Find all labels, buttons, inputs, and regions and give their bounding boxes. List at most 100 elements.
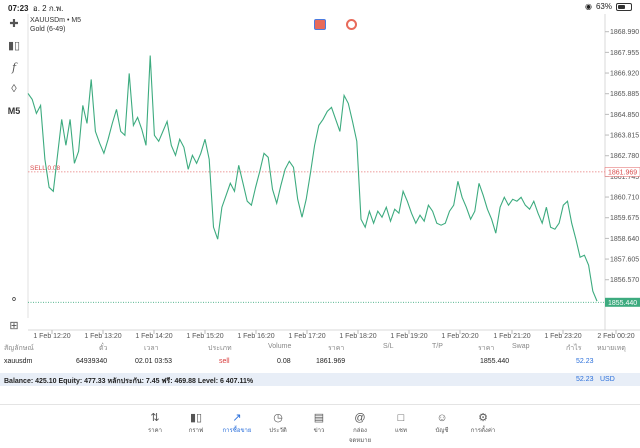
x-tick-label: 1 Feb 18:20 [339, 333, 376, 340]
row-profit: 52.23 [576, 358, 594, 365]
balance-bar: Balance: 425.10 Equity: 477.33 หลักประกั… [0, 373, 640, 386]
sell-price-label: 1861.969 [608, 169, 637, 176]
x-tick-label: 1 Feb 23:20 [544, 333, 581, 340]
col-sl: S/L [383, 343, 394, 350]
row-volume: 0.08 [277, 358, 291, 365]
row-open-price: 1861.969 [316, 358, 346, 365]
x-tick-label: 1 Feb 15:20 [186, 333, 223, 340]
balance-summary: Balance: 425.10 Equity: 477.33 หลักประกั… [4, 378, 254, 385]
symbol-title: XAUUSDm • M5 [30, 17, 82, 24]
settings-icon: ⚙ [478, 412, 488, 424]
x-tick-label: 2 Feb 00:20 [597, 333, 634, 340]
y-tick-label: 1859.675 [610, 215, 639, 222]
col-volume: Volume [268, 343, 292, 350]
price-line [27, 55, 598, 302]
y-tick-label: 1857.605 [610, 257, 639, 264]
bottom-nav: ⇅ ราคา ▮▯ กราฟ ↗ การซื้อขาย ◷ ประวัติ ▤ ข่าว … [0, 404, 640, 448]
y-tick-label: 1868.990 [610, 29, 639, 36]
y-tick-label: 1861.745 [610, 174, 639, 181]
battery-icon [616, 2, 632, 11]
account-icon: ☺ [436, 412, 448, 424]
battery-percent: 63% [595, 2, 612, 11]
sell-level-label: SELL 0.08 [30, 165, 61, 172]
x-tick-label: 1 Feb 12:20 [33, 333, 70, 340]
x-tick-label: 1 Feb 20:20 [441, 333, 478, 340]
col-price: ราคา [328, 345, 345, 352]
y-tick-label: 1866.920 [610, 71, 639, 78]
chat-icon: □ [397, 412, 405, 424]
candles-icon: ▮▯ [189, 412, 203, 424]
symbol-info: XAUUSDm • M5 Gold (6-49) [30, 16, 81, 34]
sell-price-tag [604, 167, 640, 177]
nav-history[interactable]: ◷ ประวัติ [263, 411, 293, 435]
row-ticket: 64939340 [76, 358, 108, 365]
bid-line: 1855.440 [28, 297, 640, 307]
col-profit: กำไร [566, 345, 582, 352]
x-tick-label: 1 Feb 16:20 [237, 333, 274, 340]
candles-icon[interactable]: ▮▯ [7, 39, 21, 52]
nav-mailbox[interactable]: @ กล่องจดหมาย [345, 411, 375, 445]
status-bar: 07:23 อ. 2 ก.พ. ◉ 63% [0, 0, 640, 14]
history-icon: ◷ [273, 412, 283, 424]
mailbox-icon: @ [354, 412, 366, 424]
positions-header: สัญลักษณ์ ตั๋ว เวลา ประเภท Volume ราคา S… [0, 343, 640, 355]
crosshair-icon[interactable]: ✚ [9, 17, 19, 30]
position-row[interactable]: xauusdm 64939340 02.01 03:53 sell 0.08 1… [0, 358, 640, 370]
col-current-price: ราคา [478, 345, 495, 352]
one-click-toggle-icon[interactable] [314, 19, 326, 30]
time-axis: 1 Feb 12:20 1 Feb 13:20 1 Feb 14:20 1 Feb 1… [33, 330, 635, 340]
y-tick-label: 1867.955 [610, 50, 639, 57]
nav-chat[interactable]: □ แชท [386, 411, 416, 435]
chart-toolbar: ✚ ▮▯ f ◊ M5 ⚬ ⊞ [0, 14, 28, 336]
symbol-subtitle: Gold (6-49) [30, 26, 66, 33]
price-axis: 1868.990 1867.955 1866.920 1865.885 1864.850… [605, 29, 639, 305]
col-ticket: ตั๋ว [99, 345, 108, 352]
col-comment: หมายเหตุ [597, 345, 626, 352]
news-icon: ▤ [313, 412, 325, 424]
nav-chart[interactable]: ▮▯ กราฟ [181, 411, 211, 435]
x-tick-label: 1 Feb 14:20 [135, 333, 172, 340]
status-date: อ. 2 ก.พ. [32, 4, 64, 13]
price-chart[interactable]: 1868.990 1867.955 1866.920 1865.885 1864.850… [0, 0, 640, 340]
row-time: 02.01 03:53 [135, 358, 172, 365]
bid-price-label: 1855.440 [608, 300, 637, 307]
depth-toggle-icon[interactable] [346, 19, 357, 30]
balance-currency: USD [600, 376, 615, 383]
x-tick-label: 1 Feb 13:20 [84, 333, 121, 340]
y-tick-label: 1856.570 [610, 277, 639, 284]
x-tick-label: 1 Feb 19:20 [390, 333, 427, 340]
wifi-icon: ◉ [585, 2, 592, 11]
nav-trade[interactable]: ↗ การซื้อขาย [222, 412, 252, 434]
y-tick-label: 1864.850 [610, 112, 639, 119]
nav-quotes[interactable]: ⇅ ราคา [140, 411, 170, 435]
quotes-icon: ⇅ [150, 412, 160, 424]
new-order-icon[interactable]: ⊞ [9, 319, 19, 332]
row-current-price: 1855.440 [480, 358, 510, 365]
col-tp: T/P [432, 343, 443, 350]
x-tick-label: 1 Feb 17:20 [288, 333, 325, 340]
bid-price-tag [605, 297, 640, 307]
balance-profit: 52.23 [576, 376, 594, 383]
nav-news[interactable]: ▤ ข่าว [304, 411, 334, 435]
y-tick-label: 1858.640 [610, 236, 639, 243]
col-type: ประเภท [208, 345, 232, 352]
objects-icon[interactable]: ◊ [11, 83, 17, 95]
row-type: sell [219, 358, 230, 365]
sell-order-line: SELL 0.08 1861.969 [28, 165, 640, 177]
col-time: เวลา [144, 345, 159, 352]
nav-account[interactable]: ☺ บัญชี [427, 411, 457, 435]
x-tick-label: 1 Feb 21:20 [493, 333, 530, 340]
row-symbol: xauusdm [4, 358, 33, 365]
indicators-icon[interactable]: f [11, 60, 17, 74]
col-swap: Swap [512, 343, 530, 350]
y-tick-label: 1862.780 [610, 153, 639, 160]
trade-icon: ↗ [232, 412, 242, 424]
one-click-trading-icon[interactable]: ⚬ [9, 293, 19, 306]
y-tick-label: 1863.815 [610, 133, 639, 140]
nav-settings[interactable]: ⚙ การตั้งค่า [468, 411, 498, 435]
status-time: 07:23 [8, 4, 29, 13]
timeframe-button[interactable]: M5 [7, 106, 21, 116]
y-tick-label: 1865.885 [610, 91, 639, 98]
col-symbol: สัญลักษณ์ [4, 345, 34, 352]
y-tick-label: 1860.710 [610, 195, 639, 202]
